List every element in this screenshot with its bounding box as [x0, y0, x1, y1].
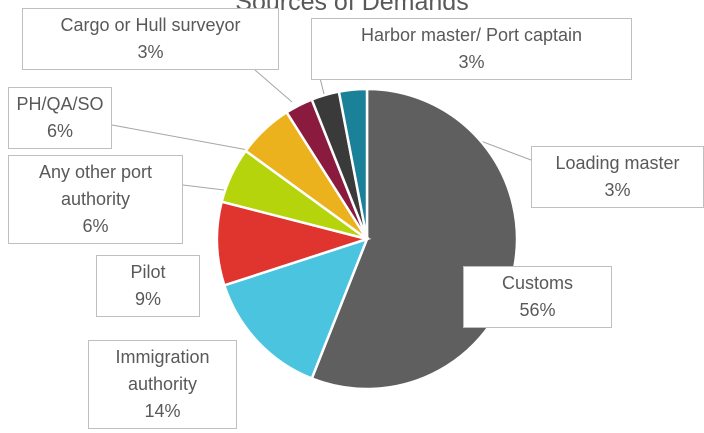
data-label: Harbor master/ Port captain 3% — [311, 18, 632, 80]
label-value: 14% — [144, 401, 181, 421]
label-name: Loading master — [555, 153, 680, 173]
data-label: Customs 56% — [463, 266, 612, 328]
label-value: 3% — [458, 52, 485, 72]
label-value: 6% — [82, 216, 109, 236]
label-value: 3% — [604, 180, 631, 200]
chart-title: Sources of Demands — [235, 0, 469, 16]
label-name: Immigration authority — [115, 347, 210, 394]
label-name: Pilot — [130, 262, 166, 282]
label-name: Harbor master/ Port captain — [360, 25, 583, 45]
pie-slice — [215, 200, 372, 287]
label-name: Customs — [501, 273, 573, 293]
label-value: 9% — [134, 289, 161, 309]
data-label: Cargo or Hull surveyor 3% — [22, 8, 279, 70]
slices — [215, 87, 519, 391]
label-value: 56% — [519, 300, 556, 320]
pie-slice — [337, 87, 369, 240]
label-name: Cargo or Hull surveyor — [60, 15, 241, 35]
data-label: PH/QA/SO 6% — [8, 87, 112, 149]
label-value: 6% — [46, 121, 73, 141]
data-label: Pilot 9% — [96, 255, 200, 317]
label-name: Any other port authority — [38, 162, 153, 209]
data-label: Any other port authority 6% — [8, 155, 183, 244]
label-value: 3% — [137, 42, 164, 62]
label-name: PH/QA/SO — [16, 94, 104, 114]
data-label: Immigration authority 14% — [88, 340, 237, 429]
data-label: Loading master 3% — [531, 146, 704, 208]
